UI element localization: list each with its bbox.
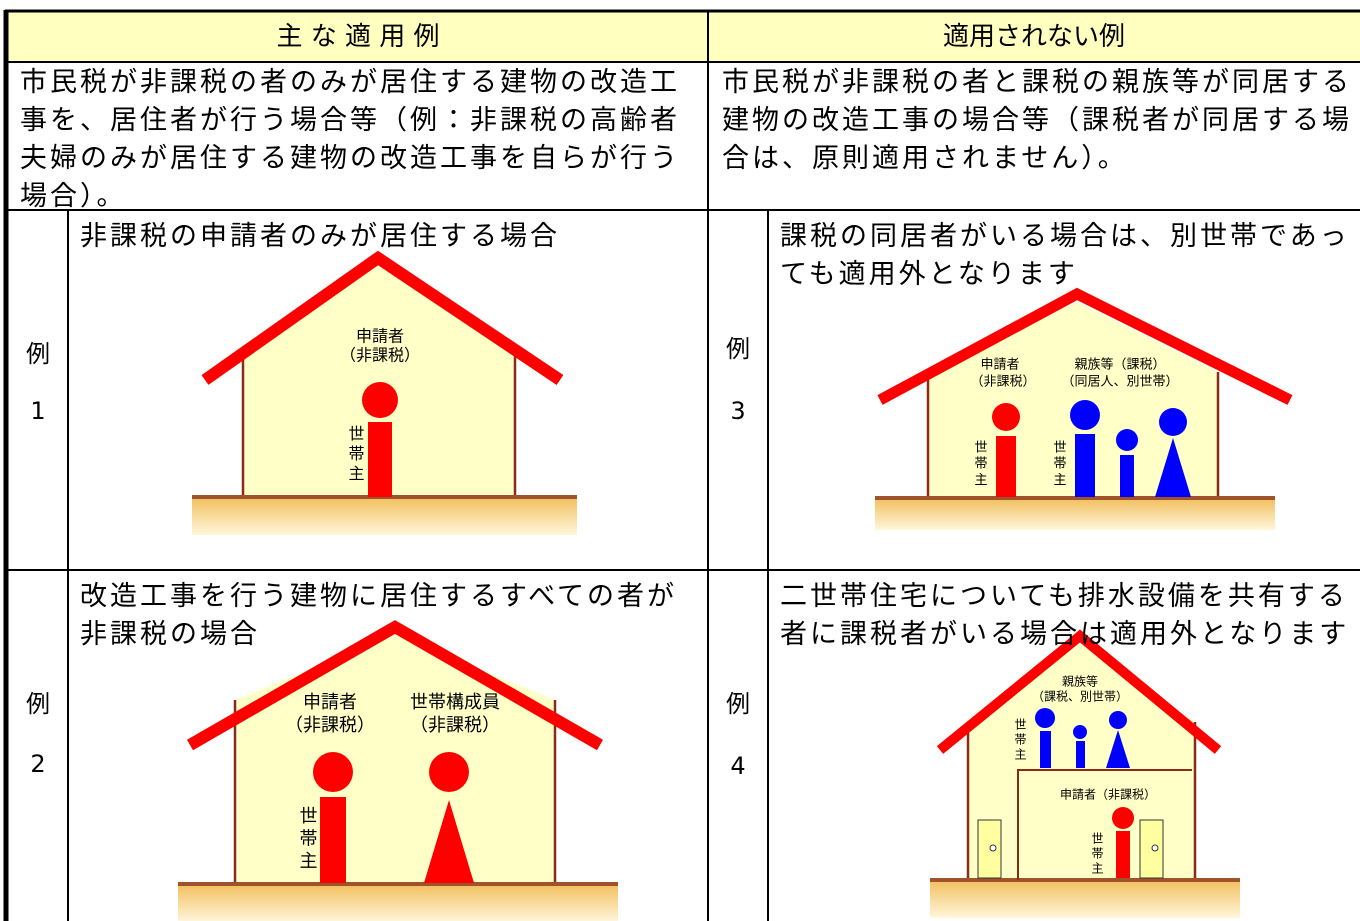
ground [178,886,618,921]
figure-label: （非課税） [340,346,420,365]
person-head [429,752,469,792]
header-cell: 主 な 適 用 例 [276,22,440,52]
figure-label: 世帯主 [972,440,988,489]
person-head [1035,708,1055,728]
example-number: 1 [30,397,45,425]
figure-label: （同居人、別世帯） [1061,375,1178,390]
figure-label: 申請者 [356,327,404,346]
roof [201,250,564,385]
ground [192,499,577,535]
person-head [1073,725,1087,739]
figure-label: 申請者（非課税） [1060,788,1156,802]
example-label: 例 [26,690,50,718]
description: 市民税が非課税の者のみが居住する建物の改造工事を、居住者が行う場合等（例：非課税… [20,67,680,212]
figure-label: 世帯主 [1051,440,1067,489]
door [977,819,1002,879]
grid [3,9,1360,921]
person-body [1076,741,1085,768]
figure-label: 親族等（課税） [1074,357,1165,373]
caption: 非課税の申請者のみが居住する場合 [80,221,560,252]
person-head [1109,711,1127,729]
inner-wall [1017,769,1192,880]
person-head [1116,429,1138,451]
person-body [1116,831,1130,878]
wall [243,266,515,497]
figure-label: （非課税） [970,375,1035,390]
caption: 二世帯住宅についても排水設備を共有する者に課税者がいる場合は適用外となります [780,581,1350,650]
roof [187,620,603,751]
person-body [1040,731,1051,768]
person-body [996,436,1016,497]
figure-label: 世帯主 [1013,718,1027,763]
door [1139,819,1164,879]
ground [875,500,1275,530]
door-knob [989,844,997,852]
person-body [1075,434,1095,497]
example-label: 例 [26,340,50,368]
figure-label: 申請者 [980,358,1019,373]
person-body [1120,455,1134,497]
person-head [1070,400,1100,430]
person-body [320,797,346,883]
caption: 改造工事を行う建物に居住するすべての者が非課税の場合 [80,581,678,650]
caption: 課税の同居者がいる場合は、別世帯であっても適用外となります [780,221,1350,290]
person-head [362,382,398,418]
example-label: 例 [726,335,750,363]
wall [235,635,555,884]
roof [877,287,1293,405]
person-body [1155,438,1191,497]
example-label: 例 [726,690,750,718]
figure-label: 親族等 [1062,675,1098,689]
figure-label: （非課税） [410,715,500,736]
header-background [5,12,1360,62]
figure-label: （非課税） [285,715,375,736]
description: 市民税が非課税の者と課税の親族等が同居する建物の改造工事の場合等（課税者が同居す… [722,67,1352,174]
person-body [1106,730,1130,768]
figure-label: 世帯主 [346,425,365,485]
person-head [992,403,1020,431]
example-number: 3 [730,397,745,425]
person-head [1159,408,1187,436]
figure-label: 世帯主 [297,806,318,874]
door-knob [1151,844,1159,852]
figure-label: 世帯主 [1090,832,1104,877]
roof [936,629,1222,754]
figure-label: 申請者 [303,692,357,713]
figure-label: （課税、別世帯） [1032,690,1128,704]
example-number: 4 [730,752,745,780]
person-body [424,800,474,883]
example-number: 2 [30,750,45,778]
person-head [313,752,353,792]
person-head [1112,807,1134,829]
ground [930,882,1240,918]
figure-label: 世帯構成員 [410,692,500,713]
header-cell: 適用されない例 [942,22,1125,52]
person-body [368,422,392,497]
